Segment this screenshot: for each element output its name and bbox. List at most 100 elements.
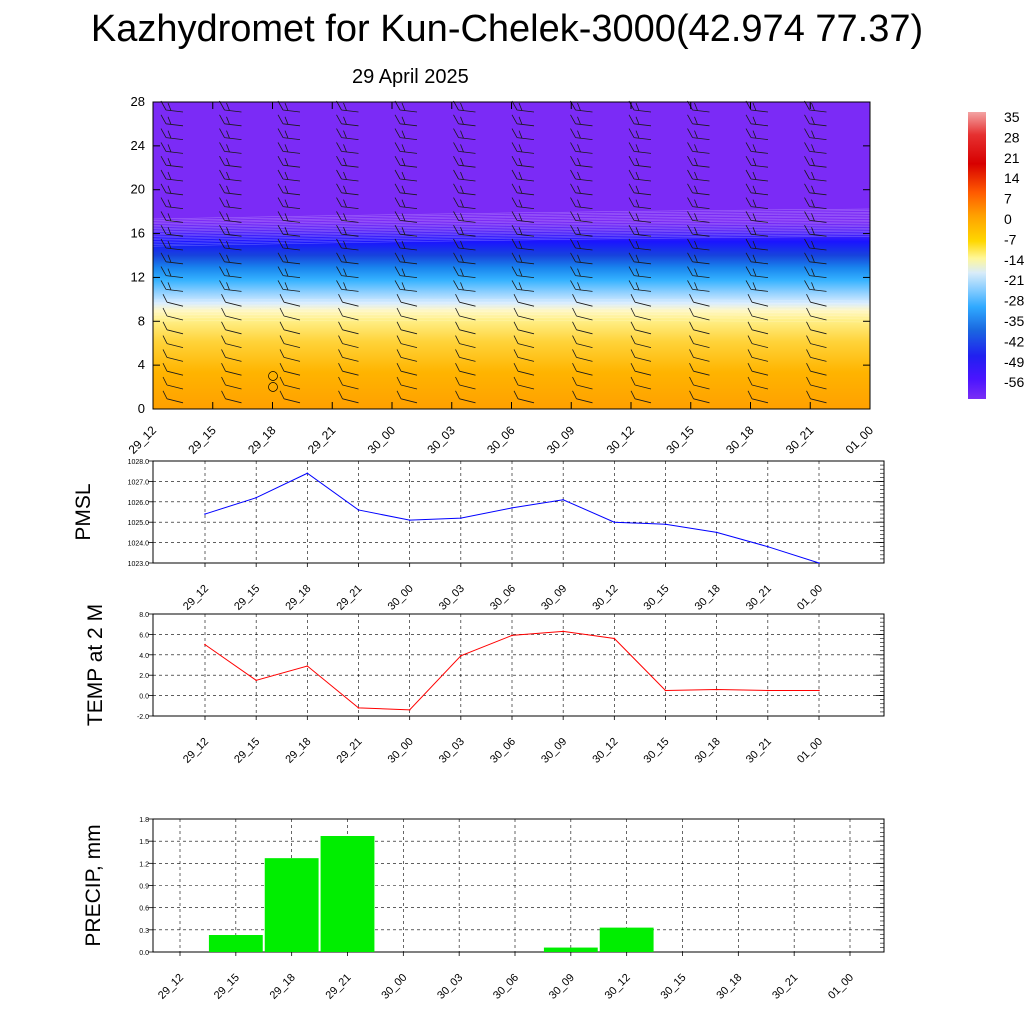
wind-barb — [572, 390, 593, 404]
pmsl-panel: 1023.0 1024.0 1025.0 1026.0 1027.0 1028.0 29_1… — [72, 459, 885, 613]
wind-barb — [394, 114, 418, 127]
wind-barb — [747, 321, 769, 335]
wind-barb — [453, 169, 476, 182]
wind-barb — [511, 114, 535, 127]
wind-barb — [453, 266, 476, 278]
wind-barb — [453, 280, 476, 292]
wind-barb — [394, 211, 418, 223]
wind-barb — [511, 252, 535, 265]
temperature-contour — [152, 210, 871, 221]
wind-barb — [160, 183, 184, 196]
wind-barb — [628, 225, 652, 237]
wind-barb — [160, 142, 184, 154]
heatmap-x-tick-label: 30_15 — [663, 423, 697, 457]
wind-barb — [572, 307, 593, 321]
heatmap-y-tick-label: 20 — [131, 182, 145, 197]
wind-barb — [336, 252, 359, 265]
y-tick-label: 0.0 — [139, 694, 149, 701]
wind-barb — [747, 294, 769, 307]
wind-barb — [804, 197, 827, 209]
wind-barb — [336, 156, 359, 168]
wind-barb — [336, 266, 359, 278]
colorbar-label: 7 — [1004, 191, 1012, 207]
wind-barb — [279, 307, 301, 321]
wind-barb — [628, 238, 652, 251]
y-tick-label: 8.0 — [139, 612, 149, 619]
wind-barb — [394, 128, 418, 140]
wind-barb — [513, 307, 535, 321]
wind-barb — [219, 128, 242, 140]
wind-barb — [745, 225, 769, 237]
wind-barb — [745, 266, 769, 278]
temperature-contour — [152, 227, 871, 239]
wind-barb — [338, 349, 359, 362]
wind-barb — [162, 363, 184, 376]
precip-bar — [599, 927, 654, 952]
wind-barb — [689, 307, 710, 321]
temperature-contour — [152, 316, 871, 320]
temperature-contour — [152, 226, 871, 237]
wind-barb — [279, 363, 301, 376]
wind-barb — [513, 349, 535, 362]
wind-barb — [513, 294, 535, 307]
wind-barb — [277, 225, 301, 237]
temperature-contour — [152, 235, 871, 247]
wind-barb — [162, 376, 184, 390]
wind-barb — [630, 363, 652, 376]
wind-barb — [277, 197, 301, 209]
heatmap-x-tick-label: 30_06 — [484, 423, 518, 457]
x-tick-label: 30_00 — [379, 972, 409, 1002]
wind-barb — [221, 390, 242, 404]
x-tick-label: 30_15 — [642, 583, 672, 613]
wind-barb — [628, 114, 652, 127]
wind-barb — [338, 307, 359, 321]
wind-barb — [279, 390, 301, 404]
wind-barb — [277, 211, 301, 223]
data-point — [818, 689, 820, 692]
wind-barb — [572, 335, 593, 348]
wind-barb — [745, 183, 769, 196]
temperature-contour — [152, 218, 871, 229]
wind-barb — [689, 335, 710, 348]
wind-barb — [455, 349, 476, 362]
wind-barb — [572, 321, 593, 335]
wind-barb — [570, 280, 593, 292]
wind-barb — [747, 307, 769, 321]
wind-barb — [572, 376, 593, 390]
wind-barb — [687, 128, 710, 140]
wind-barb — [570, 266, 593, 278]
wind-barb — [160, 156, 184, 168]
plot-frame — [152, 460, 885, 564]
temperature-contour — [152, 301, 871, 305]
temp-panel: -2.0 0.0 2.0 4.0 6.0 8.0 29_12 29_15 29_18 29_21 3… — [84, 604, 885, 766]
data-point — [255, 679, 257, 682]
wind-barb — [455, 363, 476, 376]
x-tick-label: 30_09 — [547, 972, 577, 1002]
wind-barb — [160, 280, 184, 292]
colorbar-label: -42 — [1004, 333, 1024, 349]
wind-barb — [453, 238, 476, 251]
wind-barb — [453, 252, 476, 265]
data-point — [357, 509, 360, 511]
wind-barb — [804, 211, 827, 223]
temperature-contour — [152, 313, 871, 317]
wind-barb — [219, 252, 242, 265]
heatmap-x-tick-label: 30_18 — [723, 423, 757, 457]
temperature-contour — [152, 232, 871, 244]
data-point — [408, 519, 411, 521]
wind-barb — [745, 169, 769, 182]
wind-barb — [630, 376, 652, 390]
wind-barb — [804, 183, 827, 196]
x-tick-label: 30_09 — [539, 583, 569, 613]
wind-barb — [570, 183, 593, 196]
wind-barb — [687, 211, 710, 223]
heatmap-y-tick-label: 16 — [131, 226, 145, 241]
wind-barb — [279, 376, 301, 390]
heatmap-x-tick-label: 30_09 — [544, 423, 578, 457]
heatmap-x-tick-label: 30_12 — [604, 423, 638, 457]
wind-barb — [806, 390, 827, 404]
x-tick-label: 01_00 — [826, 972, 856, 1002]
wind-barb — [570, 142, 593, 154]
wind-barb — [747, 363, 769, 376]
x-tick-label: 30_06 — [491, 972, 521, 1002]
